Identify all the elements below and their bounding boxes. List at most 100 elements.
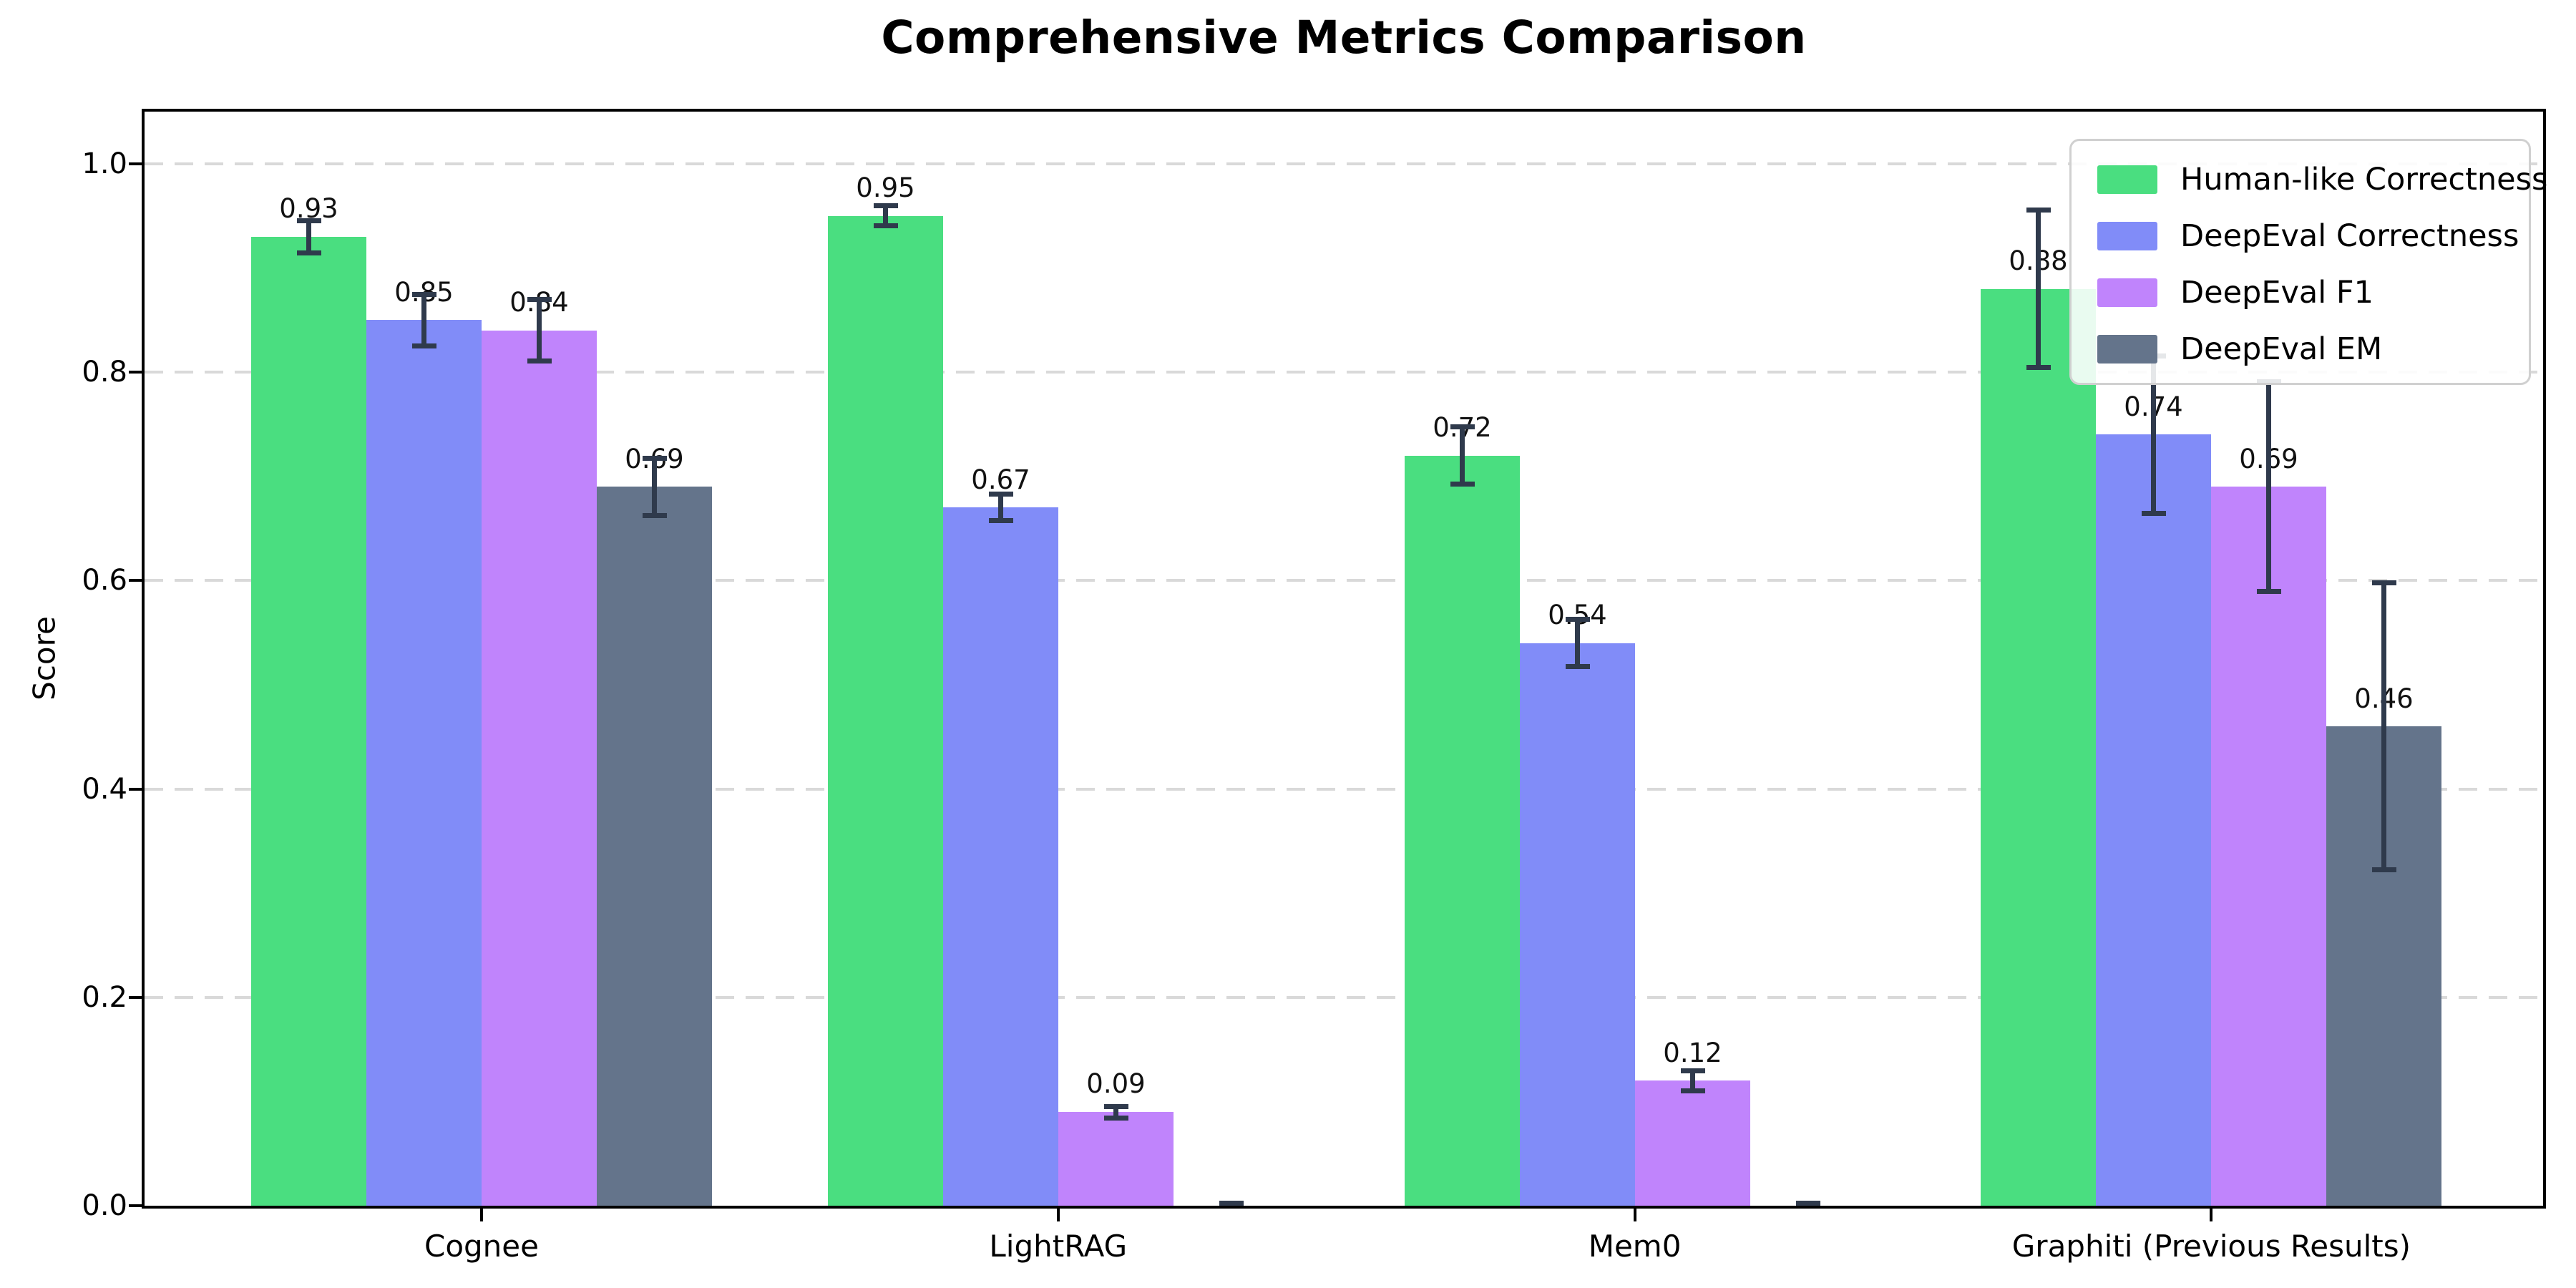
errorbar-line: [2151, 353, 2156, 516]
errorbar-cap-bottom: [2026, 365, 2051, 370]
errorbar-cap-bottom: [527, 358, 552, 364]
errorbar-lightrag-deepeval-correctness: [988, 492, 1013, 523]
legend-label-human-like-correctness: Human-like Correctness: [2180, 161, 2548, 197]
bar-cognee-deepeval-em: [597, 487, 712, 1206]
legend-swatch-deepeval-em: [2097, 334, 2157, 364]
errorbar-cap-bottom: [1450, 482, 1475, 487]
gridline-0.4: [145, 787, 2543, 791]
x-tick-mark-lightrag: [1056, 1209, 1060, 1221]
errorbar-cap-top: [411, 292, 436, 297]
errorbar-cap-top: [2371, 580, 2396, 585]
bar-mem0-deepeval-correctness: [1520, 643, 1635, 1206]
errorbar-cognee-deepeval-em: [642, 456, 667, 518]
errorbar-cap-bottom: [642, 513, 667, 518]
bar-mem0-deepeval-f1: [1635, 1080, 1750, 1206]
errorbar-line: [421, 292, 426, 348]
errorbar-cap-top: [2026, 208, 2051, 213]
errorbar-lightrag-deepeval-em: [1219, 1201, 1244, 1206]
errorbar-line: [1575, 617, 1580, 669]
errorbar-cap-bottom: [296, 250, 321, 255]
errorbar-mem0-deepeval-correctness: [1565, 617, 1590, 669]
errorbar-mem0-deepeval-f1: [1680, 1068, 1705, 1093]
errorbar-cognee-deepeval-f1: [527, 297, 552, 364]
errorbar-line: [306, 218, 311, 255]
bar-graphiti-previous-results-human-like-correctness: [1981, 289, 2096, 1206]
y-tick-mark-0.0: [129, 1204, 142, 1207]
gridline-1.0: [145, 162, 2543, 165]
errorbar-mem0-deepeval-em: [1795, 1201, 1820, 1206]
errorbar-cap-top: [296, 218, 321, 223]
legend-row-deepeval-f1: DeepEval F1: [2072, 264, 2529, 321]
errorbar-cap-bottom: [1103, 1116, 1128, 1121]
x-tick-label-mem0: Mem0: [1588, 1229, 1682, 1264]
errorbar-cap-top: [1450, 424, 1475, 429]
bar-graphiti-previous-results-deepeval-correctness: [2096, 434, 2211, 1206]
errorbar-graphiti-previous-results-deepeval-f1: [2256, 379, 2281, 594]
x-tick-label-graphiti-previous-results: Graphiti (Previous Results): [2011, 1229, 2411, 1264]
errorbar-line: [1113, 1104, 1118, 1121]
bar-cognee-deepeval-f1: [482, 331, 597, 1206]
y-tick-label-0.6: 0.6: [82, 564, 127, 597]
errorbar-cognee-human-like-correctness: [296, 218, 321, 255]
x-tick-label-cognee: Cognee: [424, 1229, 539, 1264]
bar-graphiti-previous-results-deepeval-f1: [2211, 487, 2326, 1206]
y-tick-label-0.2: 0.2: [82, 980, 127, 1014]
bar-value-label-lightrag-human-like-correctness: 0.95: [856, 172, 915, 203]
errorbar-cap-bottom: [873, 223, 898, 228]
legend-label-deepeval-em: DeepEval EM: [2180, 331, 2383, 367]
y-tick-mark-0.4: [129, 787, 142, 791]
errorbar-cap-top: [527, 297, 552, 302]
y-tick-mark-1.0: [129, 162, 142, 165]
legend-row-deepeval-em: DeepEval EM: [2072, 321, 2529, 377]
gridline-0.8: [145, 371, 2543, 374]
errorbar-cap-top: [988, 492, 1013, 497]
errorbar-cap-bottom: [988, 518, 1013, 523]
errorbar-line: [1690, 1068, 1695, 1093]
chart-title: Comprehensive Metrics Comparison: [881, 11, 1807, 64]
errorbar-cognee-deepeval-correctness: [411, 292, 436, 348]
errorbar-cap-bottom: [2256, 589, 2281, 594]
legend-row-human-like-correctness: Human-like Correctness: [2072, 151, 2547, 208]
x-tick-mark-mem0: [1633, 1209, 1636, 1221]
errorbar-cap-bottom: [1795, 1201, 1820, 1206]
errorbar-cap-top: [1680, 1068, 1705, 1073]
errorbar-lightrag-deepeval-f1: [1103, 1104, 1128, 1121]
legend-row-deepeval-correctness: DeepEval Correctness: [2072, 208, 2529, 264]
errorbar-cap-top: [642, 456, 667, 461]
bar-cognee-deepeval-correctness: [366, 320, 482, 1206]
bar-value-label-lightrag-deepeval-correctness: 0.67: [971, 464, 1030, 495]
y-tick-mark-0.6: [129, 579, 142, 582]
gridline-0.2: [145, 995, 2543, 999]
errorbar-line: [2266, 379, 2271, 594]
errorbar-line: [883, 203, 888, 228]
legend: Human-like Correctness DeepEval Correctne…: [2069, 139, 2547, 385]
errorbar-cap-bottom: [1565, 664, 1590, 669]
plot-area: Human-like Correctness DeepEval Correctne…: [142, 109, 2547, 1209]
errorbar-cap-bottom: [1219, 1201, 1244, 1206]
errorbar-graphiti-previous-results-deepeval-em: [2371, 580, 2396, 872]
y-tick-label-1.0: 1.0: [82, 147, 127, 180]
bar-value-label-mem0-deepeval-f1: 0.12: [1663, 1038, 1722, 1068]
x-tick-mark-graphiti-previous-results: [2210, 1209, 2213, 1221]
y-tick-label-0.4: 0.4: [82, 772, 127, 806]
errorbar-mem0-human-like-correctness: [1450, 424, 1475, 487]
y-axis-title: Score: [26, 616, 62, 701]
bar-lightrag-human-like-correctness: [828, 216, 943, 1206]
bar-mem0-human-like-correctness: [1405, 456, 1520, 1206]
legend-swatch-deepeval-correctness: [2097, 221, 2157, 250]
bar-value-label-lightrag-deepeval-f1: 0.09: [1086, 1068, 1146, 1099]
bar-cognee-human-like-correctness: [251, 237, 366, 1206]
x-tick-label-lightrag: LightRAG: [989, 1229, 1128, 1264]
errorbar-cap-bottom: [2371, 867, 2396, 872]
errorbar-line: [652, 456, 657, 518]
errorbar-cap-bottom: [1680, 1088, 1705, 1093]
errorbar-cap-bottom: [411, 343, 436, 348]
y-tick-label-0.0: 0.0: [82, 1189, 127, 1222]
legend-label-deepeval-f1: DeepEval F1: [2180, 274, 2373, 311]
y-tick-label-0.8: 0.8: [82, 356, 127, 389]
x-tick-mark-cognee: [480, 1209, 483, 1221]
errorbar-lightrag-human-like-correctness: [873, 203, 898, 228]
y-tick-mark-0.8: [129, 371, 142, 374]
errorbar-cap-top: [1103, 1104, 1128, 1109]
